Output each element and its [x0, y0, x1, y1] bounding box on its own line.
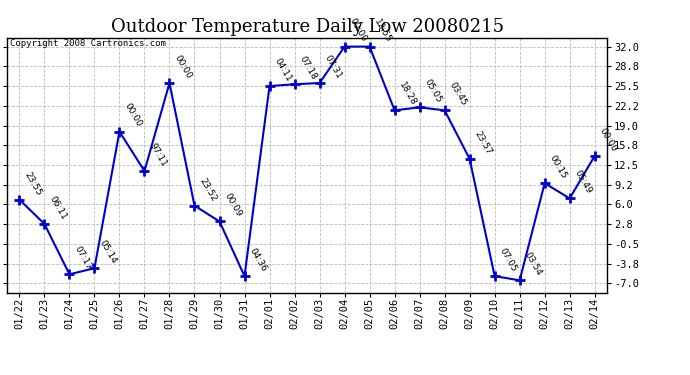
Text: 05:05: 05:05: [422, 78, 443, 105]
Text: 07:05: 07:05: [497, 246, 518, 273]
Text: 00:09: 00:09: [222, 192, 243, 219]
Text: 23:57: 23:57: [473, 129, 493, 156]
Text: 00:00: 00:00: [172, 53, 193, 80]
Text: 03:54: 03:54: [522, 251, 543, 278]
Title: Outdoor Temperature Daily Low 20080215: Outdoor Temperature Daily Low 20080215: [110, 18, 504, 36]
Text: 97:11: 97:11: [147, 141, 168, 168]
Text: 18:28: 18:28: [397, 81, 418, 108]
Text: 04:11: 04:11: [273, 57, 293, 83]
Text: 00:00: 00:00: [347, 17, 368, 44]
Text: 07:31: 07:31: [322, 53, 343, 80]
Text: 07:18: 07:18: [297, 55, 318, 81]
Text: 12:55: 12:55: [373, 17, 393, 44]
Text: 04:36: 04:36: [247, 246, 268, 273]
Text: 23:52: 23:52: [197, 176, 218, 203]
Text: 05:14: 05:14: [97, 238, 118, 266]
Text: 03:45: 03:45: [447, 81, 468, 108]
Text: Copyright 2008 Cartronics.com: Copyright 2008 Cartronics.com: [10, 39, 166, 48]
Text: 05:49: 05:49: [573, 169, 593, 196]
Text: 00:00: 00:00: [122, 102, 143, 129]
Text: 06:11: 06:11: [47, 194, 68, 221]
Text: 00:00: 00:00: [598, 126, 618, 153]
Text: 00:15: 00:15: [547, 153, 568, 180]
Text: 23:55: 23:55: [22, 170, 43, 197]
Text: 07:17: 07:17: [72, 244, 93, 272]
